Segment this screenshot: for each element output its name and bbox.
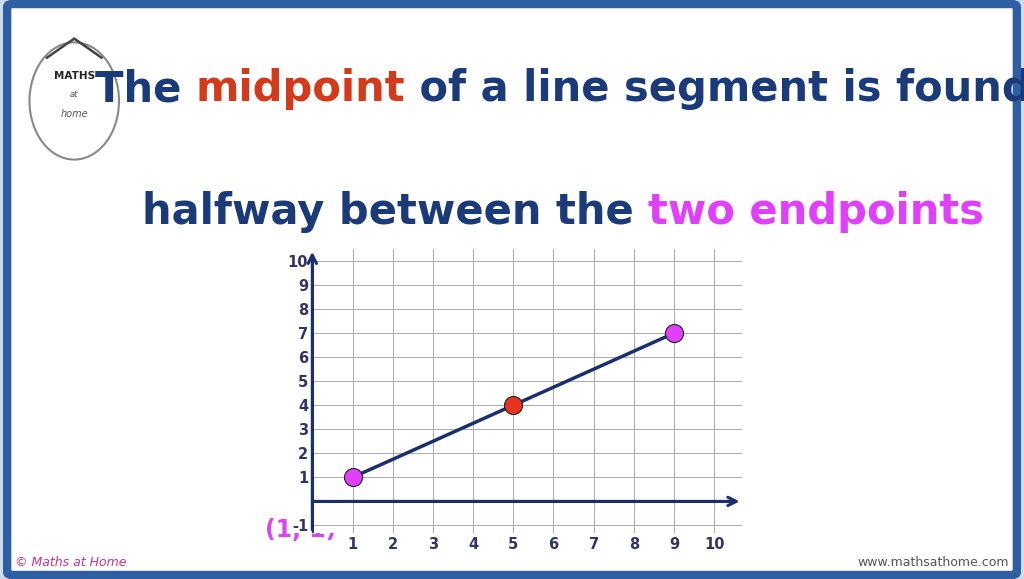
Text: © Maths at Home: © Maths at Home	[15, 556, 127, 569]
Text: home: home	[60, 109, 88, 119]
Text: www.mathsathome.com: www.mathsathome.com	[857, 556, 1009, 569]
FancyBboxPatch shape	[7, 4, 1017, 575]
Text: MATHS: MATHS	[53, 71, 95, 80]
Text: The: The	[94, 68, 196, 111]
Text: at: at	[70, 90, 79, 99]
Text: of a line segment is found: of a line segment is found	[406, 68, 1024, 111]
Text: two endpoints: two endpoints	[648, 190, 984, 233]
Text: halfway between the: halfway between the	[142, 190, 648, 233]
Text: (9, 7): (9, 7)	[633, 274, 705, 298]
Circle shape	[30, 42, 119, 160]
Text: (5, 4): (5, 4)	[523, 428, 595, 452]
Text: (1, 1): (1, 1)	[265, 518, 337, 542]
Text: midpoint: midpoint	[196, 68, 406, 111]
